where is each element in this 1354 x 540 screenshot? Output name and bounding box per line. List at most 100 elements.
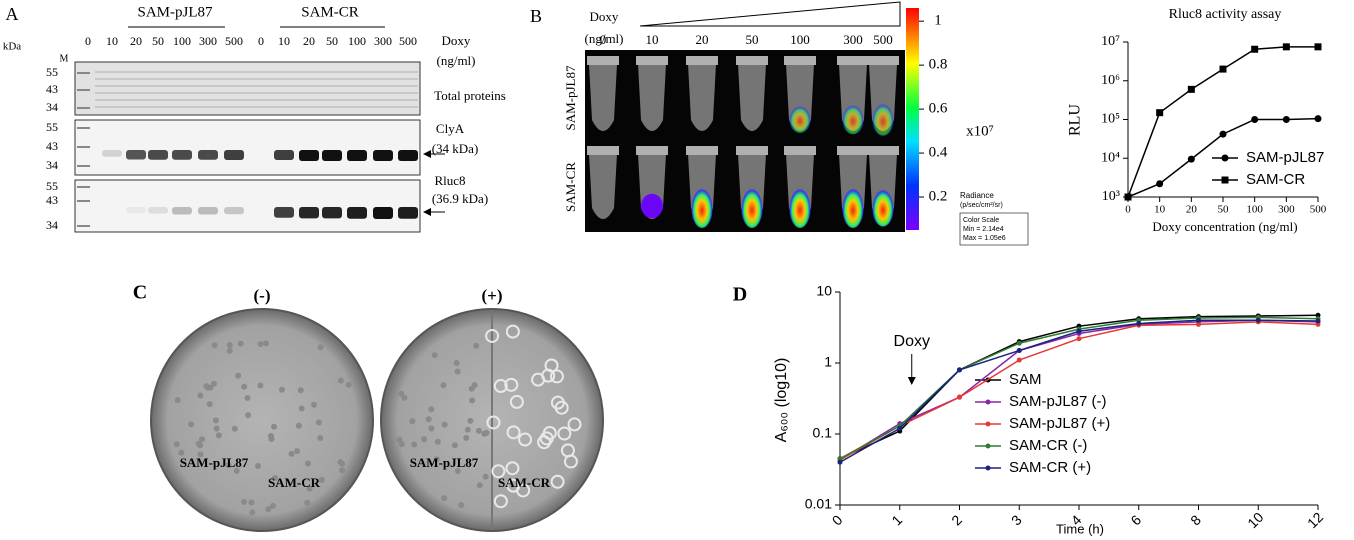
plaque xyxy=(199,436,206,443)
band xyxy=(172,207,192,215)
y-tick-label: 10⁵ xyxy=(1101,112,1120,127)
marker xyxy=(1251,45,1259,53)
signal xyxy=(842,101,864,135)
x-tick-label: 8 xyxy=(1187,512,1204,529)
plaque xyxy=(428,425,435,432)
label: SAM-pJL87 xyxy=(563,65,578,131)
plaque xyxy=(295,422,302,429)
tube-cap xyxy=(587,56,619,65)
plaque xyxy=(197,392,204,399)
signal xyxy=(691,184,713,228)
x-tick-label: 6 xyxy=(1127,512,1144,529)
lane-label: 100 xyxy=(173,34,191,48)
plaque xyxy=(235,372,242,379)
blot xyxy=(74,179,421,233)
plaque xyxy=(215,432,222,439)
tube-cap xyxy=(784,56,816,65)
concentration-label: 20 xyxy=(696,32,709,47)
plaque xyxy=(409,418,416,425)
plaque xyxy=(317,434,324,441)
plaque xyxy=(458,502,465,509)
label: M xyxy=(60,53,69,64)
plaque xyxy=(315,419,322,426)
plaque xyxy=(178,449,185,456)
band xyxy=(398,150,418,161)
y-tick-label: 10⁴ xyxy=(1101,150,1120,165)
plaque xyxy=(464,426,471,433)
x-tick-label: 0 xyxy=(1125,204,1131,216)
plaque xyxy=(398,441,405,448)
plaque xyxy=(469,397,476,404)
y-tick-label: 0.1 xyxy=(813,425,833,441)
marker xyxy=(1076,336,1082,342)
lane-label: 20 xyxy=(303,34,315,48)
concentration-label: 0 xyxy=(600,32,607,47)
marker xyxy=(1282,116,1290,123)
plaque xyxy=(265,506,272,513)
plaque xyxy=(317,344,324,351)
legend-label: SAM-pJL87 (-) xyxy=(1009,393,1107,410)
plaque xyxy=(241,499,248,506)
plaque xyxy=(441,495,448,502)
plaque xyxy=(509,394,524,409)
marker xyxy=(1314,43,1322,51)
band xyxy=(126,150,146,160)
band xyxy=(224,150,244,160)
legend-label: SAM xyxy=(1009,371,1042,388)
band xyxy=(148,150,168,160)
marker xyxy=(1016,347,1022,353)
plaque xyxy=(518,432,533,447)
plaque xyxy=(567,417,582,432)
marker xyxy=(957,367,962,373)
mw-label: 55 xyxy=(46,65,58,79)
colorbar-tick-label: 1 xyxy=(934,13,942,29)
plaque xyxy=(345,381,352,388)
legend-label: SAM-CR (-) xyxy=(1009,437,1087,454)
band xyxy=(373,150,393,161)
panel-label: A xyxy=(6,4,19,24)
plaque xyxy=(237,340,244,347)
band xyxy=(347,207,367,219)
plaque xyxy=(493,378,508,393)
plaque xyxy=(491,464,506,479)
plaque xyxy=(454,467,461,474)
plaque xyxy=(304,460,311,467)
plaque xyxy=(440,382,447,389)
band xyxy=(224,207,244,215)
y-axis-label: RLU xyxy=(1067,104,1084,136)
plaque xyxy=(226,347,233,354)
tube-cap xyxy=(784,146,816,155)
band xyxy=(198,150,218,160)
plaque xyxy=(298,405,305,412)
concentration-label: 100 xyxy=(790,32,810,47)
tube xyxy=(638,64,666,131)
mw-label: 34 xyxy=(46,218,58,232)
plaque xyxy=(254,463,261,470)
label: SAM-pJL87 xyxy=(180,455,249,470)
tube-cap xyxy=(636,146,668,155)
marker xyxy=(1187,85,1195,93)
plaque xyxy=(212,417,219,424)
band xyxy=(299,150,319,161)
tube-cap xyxy=(837,56,869,65)
tube-cap xyxy=(736,146,768,155)
plaque xyxy=(506,425,521,440)
x-axis-label: Doxy concentration (ng/ml) xyxy=(1152,219,1297,234)
mw-label: 34 xyxy=(46,158,58,172)
x-tick-label: 2 xyxy=(948,512,965,529)
panel-label: D xyxy=(733,284,747,306)
plaque xyxy=(278,386,285,393)
plaque xyxy=(173,441,180,448)
label: (ng/ml) xyxy=(437,53,476,68)
plaque xyxy=(339,460,346,467)
plaque xyxy=(411,441,418,448)
mw-label: 43 xyxy=(46,139,58,153)
legend-label: SAM-CR xyxy=(1246,171,1305,188)
plaque xyxy=(248,499,255,506)
plaque xyxy=(550,474,565,489)
plaque xyxy=(454,368,461,375)
legend-marker xyxy=(1221,154,1229,162)
x-tick-label: 0 xyxy=(829,512,846,529)
band xyxy=(274,150,294,160)
plaque xyxy=(244,395,251,402)
